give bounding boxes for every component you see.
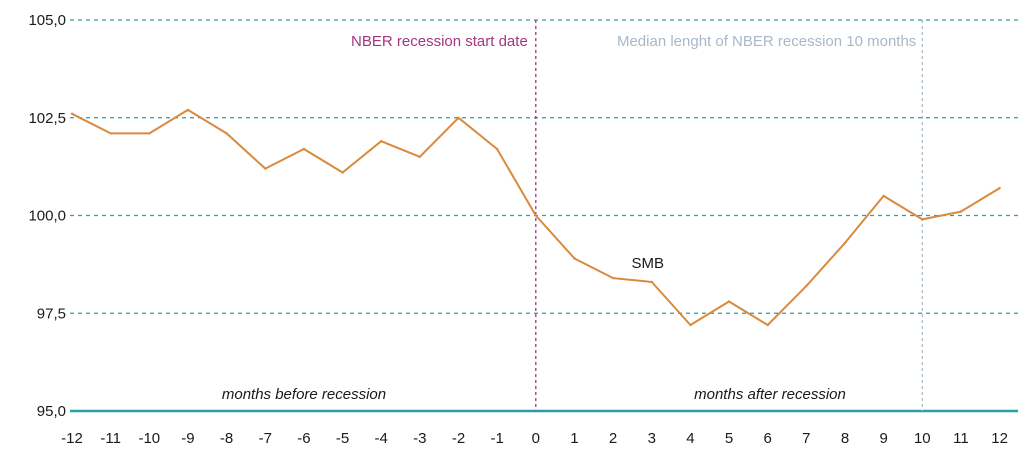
x-tick-label: 12 — [991, 430, 1008, 447]
gridlines — [70, 19, 1018, 413]
x-tick-label: 1 — [570, 430, 578, 447]
data-point — [766, 323, 769, 327]
data-point — [611, 276, 615, 280]
data-point — [418, 155, 421, 158]
x-tick-label: 4 — [686, 430, 694, 447]
data-point — [264, 167, 267, 170]
x-tick-label: 2 — [609, 430, 617, 447]
data-point — [534, 214, 537, 217]
x-tick-label: -11 — [100, 430, 121, 447]
data-point — [882, 194, 885, 198]
data-point — [573, 257, 576, 260]
region-label-before: months before recession — [222, 386, 386, 403]
x-tick-label: 5 — [725, 430, 733, 447]
x-tick-label: 3 — [648, 430, 656, 447]
x-tick-label: -3 — [413, 430, 426, 447]
x-tick-label: -8 — [220, 430, 233, 447]
data-point — [380, 140, 383, 143]
data-point — [689, 323, 692, 327]
reference-lines: NBER recession start date Median lenght o… — [351, 20, 923, 411]
x-tick-label: -7 — [259, 430, 272, 447]
data-point — [109, 132, 112, 135]
x-tick-label: -1 — [490, 430, 503, 447]
x-tick-label: -4 — [375, 430, 388, 447]
data-point — [70, 112, 74, 116]
data-point — [650, 280, 653, 284]
data-point — [341, 171, 344, 174]
data-point — [225, 132, 228, 135]
median-length-label: Median lenght of NBER recession 10 month… — [617, 33, 916, 50]
data-point — [805, 284, 808, 288]
data-point — [998, 186, 1001, 190]
x-tick-label: 11 — [953, 430, 969, 447]
data-point — [186, 108, 190, 112]
x-tick-label: -12 — [61, 430, 83, 447]
series-label-smb: SMB — [631, 255, 664, 272]
x-tick-label: -5 — [336, 430, 349, 447]
data-point — [959, 210, 963, 213]
data-point — [921, 218, 924, 221]
x-tick-label: -9 — [181, 430, 194, 447]
data-point — [148, 132, 151, 135]
region-label-after: months after recession — [694, 386, 846, 403]
y-tick-label: 102,5 — [28, 110, 66, 127]
y-tick-label: 97,5 — [37, 305, 66, 322]
x-tick-label: -10 — [138, 430, 160, 447]
x-tick-label: 6 — [764, 430, 772, 447]
y-tick-label: 95,0 — [37, 403, 66, 420]
x-axis-ticks: -12 -11 -10 -9 -8 -7 -6 -5 -4 -3 -2 -1 0 1 2 3 4 5 6 7 8 9 10 1… — [61, 430, 1008, 447]
x-tick-label: 9 — [879, 430, 887, 447]
data-point — [843, 241, 847, 245]
x-tick-label: 7 — [802, 430, 810, 447]
data-point — [495, 147, 499, 151]
x-tick-label: -2 — [452, 430, 465, 447]
x-tick-label: 0 — [532, 430, 540, 447]
data-point — [727, 300, 731, 303]
y-axis-ticks: 105,0 102,5 100,0 97,5 95,0 — [28, 12, 66, 420]
recession-start-label: NBER recession start date — [351, 33, 528, 50]
y-tick-label: 100,0 — [28, 208, 66, 225]
series-layer — [70, 108, 1001, 327]
y-tick-label: 105,0 — [28, 12, 66, 29]
x-tick-label: -6 — [297, 430, 310, 447]
data-point — [457, 116, 460, 120]
x-tick-label: 10 — [914, 430, 931, 447]
x-tick-label: 8 — [841, 430, 849, 447]
data-point — [302, 147, 306, 151]
